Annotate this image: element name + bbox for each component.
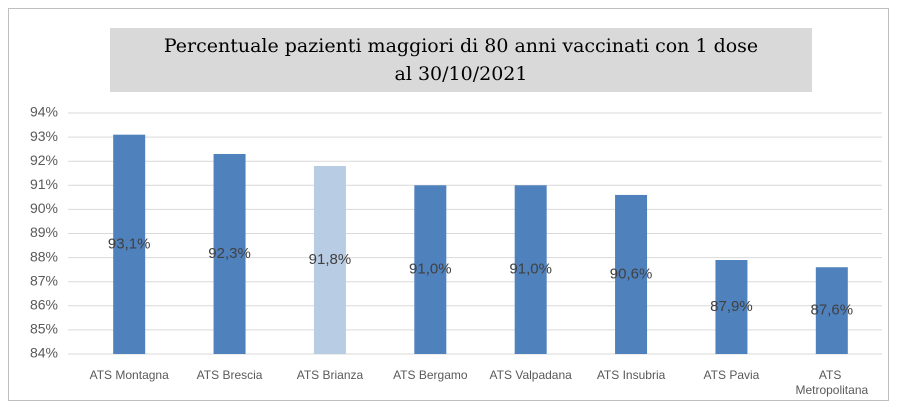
y-tick-label: 89% — [30, 224, 58, 240]
x-tick-label: ATS Valpadana — [490, 368, 573, 382]
bar — [414, 185, 447, 354]
x-tick-label: ATS Bergamo — [393, 368, 468, 382]
bar — [715, 260, 748, 354]
y-tick-label: 92% — [30, 152, 58, 168]
y-tick-label: 91% — [30, 176, 58, 192]
y-tick-label: 84% — [30, 345, 58, 361]
y-tick-label: 93% — [30, 128, 58, 144]
value-label: 91,8% — [309, 251, 352, 268]
value-label: 87,9% — [710, 298, 753, 315]
chart-title: al 30/10/2021 — [395, 63, 528, 85]
y-tick-label: 87% — [30, 272, 58, 288]
bar — [113, 134, 146, 354]
x-tick-label: ATS Brescia — [197, 368, 263, 382]
y-tick-label: 86% — [30, 297, 58, 313]
x-tick-label: ATS Montagna — [90, 368, 169, 382]
bar — [615, 194, 648, 354]
x-tick-label: ATS Pavia — [704, 368, 760, 382]
value-label: 91,0% — [409, 261, 452, 278]
x-tick-label: ATS Insubria — [597, 368, 666, 382]
bar — [313, 166, 346, 354]
value-label: 93,1% — [108, 235, 151, 252]
value-label: 90,6% — [610, 265, 653, 282]
bar — [514, 185, 547, 354]
y-tick-label: 90% — [30, 200, 58, 216]
value-label: 92,3% — [208, 245, 251, 262]
y-tick-label: 94% — [30, 104, 58, 120]
value-label: 87,6% — [811, 302, 854, 319]
title-box — [110, 28, 812, 92]
x-tick-label: ATS Brianza — [297, 368, 364, 382]
y-tick-label: 88% — [30, 248, 58, 264]
bar — [815, 267, 848, 354]
value-label: 91,0% — [509, 261, 552, 278]
chart-title: Percentuale pazienti maggiori di 80 anni… — [164, 35, 758, 57]
y-tick-label: 85% — [30, 321, 58, 337]
x-tick-label: ATS Metropolitana — [795, 368, 868, 397]
bar — [213, 153, 246, 354]
